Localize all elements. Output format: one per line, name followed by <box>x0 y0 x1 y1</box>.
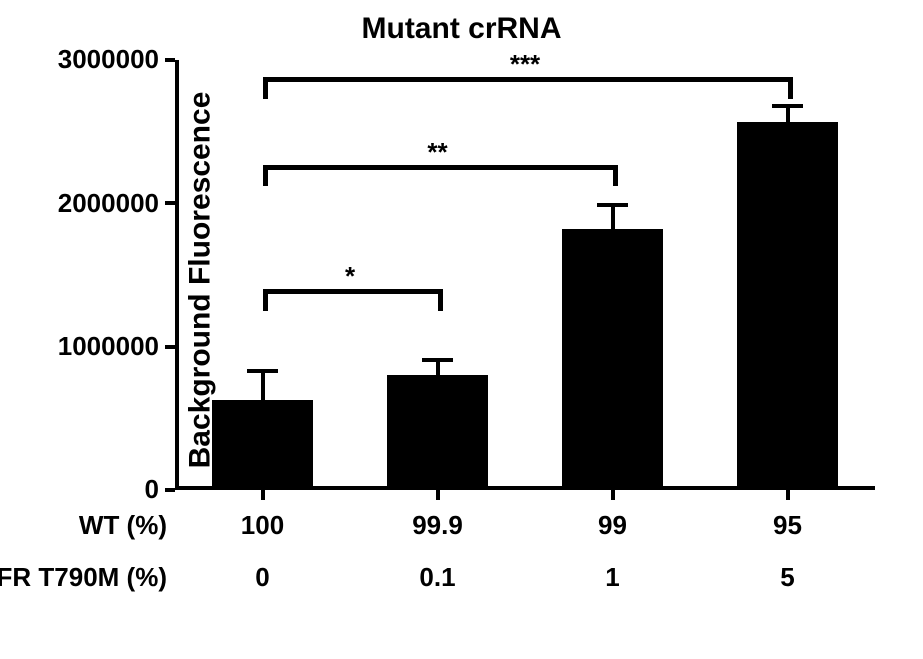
y-tick-label: 3000000 <box>9 44 159 75</box>
x-category-value: 100 <box>241 510 284 541</box>
x-axis <box>175 486 875 490</box>
error-bar <box>786 106 790 122</box>
y-tick <box>165 488 175 492</box>
x-category-value: 99.9 <box>412 510 463 541</box>
error-bar <box>261 371 265 400</box>
y-tick <box>165 201 175 205</box>
significance-label: ** <box>427 137 447 168</box>
error-cap <box>422 358 452 362</box>
error-bar <box>611 205 615 229</box>
y-tick-label: 2000000 <box>9 188 159 219</box>
significance-bracket-end <box>438 289 443 311</box>
y-tick <box>165 58 175 62</box>
y-tick-label: 1000000 <box>9 331 159 362</box>
x-category-value: 99 <box>598 510 627 541</box>
x-tick <box>436 490 440 500</box>
bar <box>212 400 314 486</box>
bar <box>562 229 664 486</box>
significance-bracket-end <box>263 289 268 311</box>
significance-bracket-end <box>263 165 268 187</box>
bar-chart: Mutant crRNA Background Fluorescence 010… <box>0 0 923 659</box>
bar <box>387 375 489 486</box>
significance-label: * <box>345 261 355 292</box>
significance-label: *** <box>510 49 540 80</box>
plot-area: 0100000020000003000000****** <box>175 60 875 490</box>
x-category-value: 0 <box>255 562 269 593</box>
chart-title: Mutant crRNA <box>0 12 923 46</box>
y-tick-label: 0 <box>9 474 159 505</box>
y-axis <box>175 60 179 490</box>
error-cap <box>247 369 277 373</box>
bar <box>737 122 839 486</box>
x-category-value: 95 <box>773 510 802 541</box>
error-bar <box>436 360 440 376</box>
x-category-value: 0.1 <box>419 562 455 593</box>
x-tick <box>261 490 265 500</box>
x-row-label: WT (%) <box>79 510 167 541</box>
significance-bracket-end <box>613 165 618 187</box>
error-cap <box>772 104 802 108</box>
error-cap <box>597 203 627 207</box>
x-tick <box>786 490 790 500</box>
x-category-value: 1 <box>605 562 619 593</box>
significance-bracket-end <box>788 77 793 99</box>
x-category-value: 5 <box>780 562 794 593</box>
y-tick <box>165 345 175 349</box>
significance-bracket-end <box>263 77 268 99</box>
x-tick <box>611 490 615 500</box>
x-row-label: EGFR T790M (%) <box>0 562 167 593</box>
